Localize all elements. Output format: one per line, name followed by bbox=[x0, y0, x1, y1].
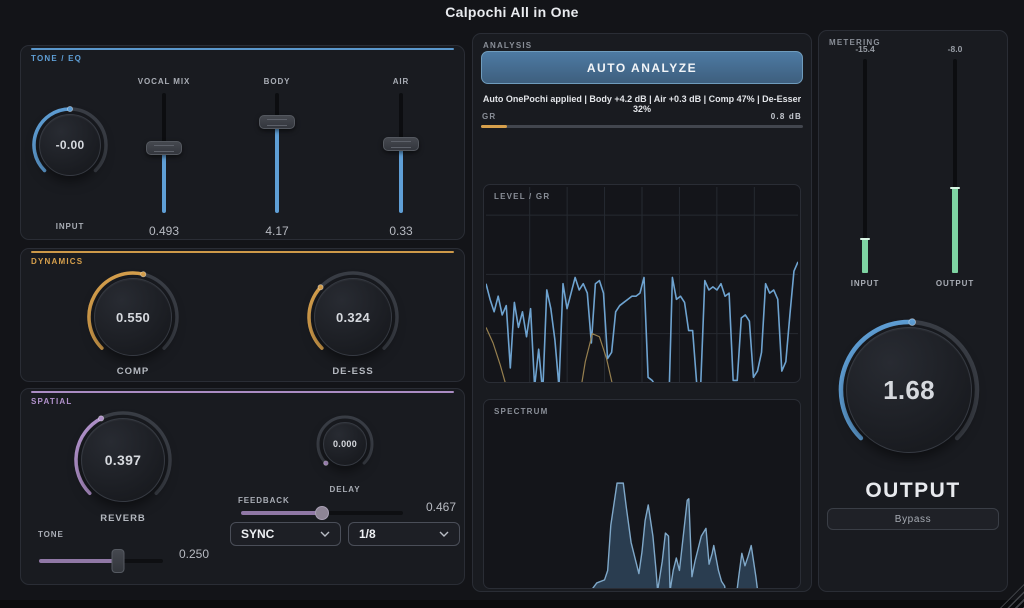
spectrum-chart-title: SPECTRUM bbox=[494, 407, 549, 416]
feedback-slider[interactable] bbox=[241, 506, 403, 520]
air-slider-fill bbox=[399, 144, 403, 213]
chevron-down-icon bbox=[320, 531, 330, 537]
tone-label: TONE bbox=[38, 530, 64, 539]
output-level-meter bbox=[950, 59, 960, 273]
input-gain-knob[interactable]: -0.00 bbox=[29, 104, 111, 186]
input-gain-knob-face: -0.00 bbox=[39, 114, 101, 176]
tone-slider-fill bbox=[39, 559, 119, 563]
vocal-mix-slider-thumb[interactable] bbox=[146, 141, 182, 156]
de-ess-label: DE-ESS bbox=[332, 366, 374, 377]
comp-knob-face: 0.550 bbox=[94, 278, 172, 356]
input-gain-label: INPUT bbox=[55, 222, 85, 231]
level-gr-chart: LEVEL / GR bbox=[483, 184, 801, 383]
dynamics-label: DYNAMICS bbox=[31, 257, 84, 266]
division-select-value: 1/8 bbox=[359, 527, 376, 541]
spectrum-chart: SPECTRUM bbox=[483, 399, 801, 589]
output-heading: OUTPUT bbox=[865, 479, 961, 502]
body-slider-thumb[interactable] bbox=[259, 114, 295, 129]
gr-meter-fill bbox=[481, 125, 507, 128]
window-bottom-edge bbox=[0, 600, 1024, 608]
tone-slider[interactable] bbox=[39, 549, 163, 573]
spatial-panel: SPATIAL 0.397 REVERB 0.000 DELAY FEEDBAC… bbox=[20, 388, 465, 585]
feedback-label: FEEDBACK bbox=[238, 496, 290, 505]
tone-eq-panel: TONE / EQ -0.00 INPUT VOCAL MIX 0.493 BO… bbox=[20, 45, 465, 240]
de-ess-value: 0.324 bbox=[335, 309, 371, 325]
body-slider[interactable] bbox=[259, 93, 295, 213]
metering-panel: METERING -15.4 -8.0 INPUT OUTPUT 1.68 OU… bbox=[818, 30, 1008, 592]
de-ess-knob[interactable]: 0.324 bbox=[304, 268, 402, 366]
body-label: BODY bbox=[263, 77, 291, 86]
feedback-value: 0.467 bbox=[426, 500, 457, 514]
output-gain-knob-face: 1.68 bbox=[846, 327, 972, 453]
air-slider[interactable] bbox=[383, 93, 419, 213]
vocal-mix-value: 0.493 bbox=[148, 224, 180, 238]
spatial-label: SPATIAL bbox=[31, 397, 73, 406]
vocal-mix-label: VOCAL MIX bbox=[137, 77, 191, 86]
level-gr-chart-title: LEVEL / GR bbox=[494, 192, 551, 201]
feedback-slider-thumb[interactable] bbox=[315, 506, 329, 520]
level-gr-chart-canvas bbox=[486, 187, 798, 383]
input-level-meter bbox=[860, 59, 870, 273]
metering-label: METERING bbox=[829, 38, 881, 47]
de-ess-knob-face: 0.324 bbox=[314, 278, 392, 356]
delay-knob-face: 0.000 bbox=[323, 422, 367, 466]
analysis-label: ANALYSIS bbox=[483, 41, 533, 50]
spectrum-chart-canvas bbox=[486, 402, 798, 588]
feedback-slider-fill bbox=[241, 511, 322, 515]
app-title: Calpochi All in One bbox=[445, 4, 579, 20]
auto-analyze-button[interactable]: AUTO ANALYZE bbox=[481, 51, 803, 84]
gr-value: 0.8 dB bbox=[770, 112, 802, 121]
sync-select-value: SYNC bbox=[241, 527, 275, 541]
comp-label: COMP bbox=[116, 366, 150, 377]
input-gain-value: -0.00 bbox=[55, 138, 85, 152]
gr-meter-bar bbox=[481, 125, 803, 128]
tone-slider-thumb[interactable] bbox=[111, 549, 125, 573]
reverb-knob-face: 0.397 bbox=[81, 418, 165, 502]
input-meter-peak-value: -15.4 bbox=[855, 44, 875, 54]
tone-value: 0.250 bbox=[179, 547, 210, 561]
delay-label: DELAY bbox=[329, 485, 361, 494]
delay-value: 0.000 bbox=[332, 439, 358, 449]
tone-eq-label: TONE / EQ bbox=[31, 54, 83, 63]
output-meter-peak-value: -8.0 bbox=[947, 44, 963, 54]
analysis-panel: ANALYSIS AUTO ANALYZE Auto OnePochi appl… bbox=[472, 33, 812, 592]
bypass-button[interactable]: Bypass bbox=[827, 508, 999, 530]
comp-knob[interactable]: 0.550 bbox=[84, 268, 182, 366]
air-label: AIR bbox=[392, 77, 410, 86]
vocal-mix-slider[interactable] bbox=[146, 93, 182, 213]
dynamics-panel: DYNAMICS 0.550 COMP 0.324 DE-ESS bbox=[20, 248, 465, 382]
body-slider-fill bbox=[275, 121, 279, 213]
air-slider-thumb[interactable] bbox=[383, 137, 419, 151]
output-level-meter-fill bbox=[950, 187, 960, 273]
output-meter-label: OUTPUT bbox=[935, 279, 975, 288]
chevron-down-icon bbox=[439, 531, 449, 537]
analysis-status-text: Auto OnePochi applied | Body +4.2 dB | A… bbox=[482, 94, 802, 114]
body-value: 4.17 bbox=[265, 224, 289, 238]
gr-label: GR bbox=[482, 112, 497, 121]
tone-eq-accent-line bbox=[31, 48, 454, 50]
vocal-mix-slider-fill bbox=[162, 148, 166, 213]
delay-knob[interactable]: 0.000 bbox=[313, 412, 377, 476]
comp-value: 0.550 bbox=[115, 309, 151, 325]
reverb-label: REVERB bbox=[100, 513, 146, 524]
output-gain-value: 1.68 bbox=[883, 374, 935, 405]
reverb-value: 0.397 bbox=[104, 452, 142, 468]
air-value: 0.33 bbox=[389, 224, 413, 238]
input-level-meter-fill bbox=[860, 237, 870, 273]
division-select[interactable]: 1/8 bbox=[348, 522, 460, 546]
reverb-knob[interactable]: 0.397 bbox=[71, 408, 175, 512]
sync-select[interactable]: SYNC bbox=[230, 522, 341, 546]
spatial-accent-line bbox=[31, 391, 454, 393]
dynamics-accent-line bbox=[31, 251, 454, 253]
input-meter-label: INPUT bbox=[850, 279, 880, 288]
output-gain-knob[interactable]: 1.68 bbox=[836, 317, 982, 463]
